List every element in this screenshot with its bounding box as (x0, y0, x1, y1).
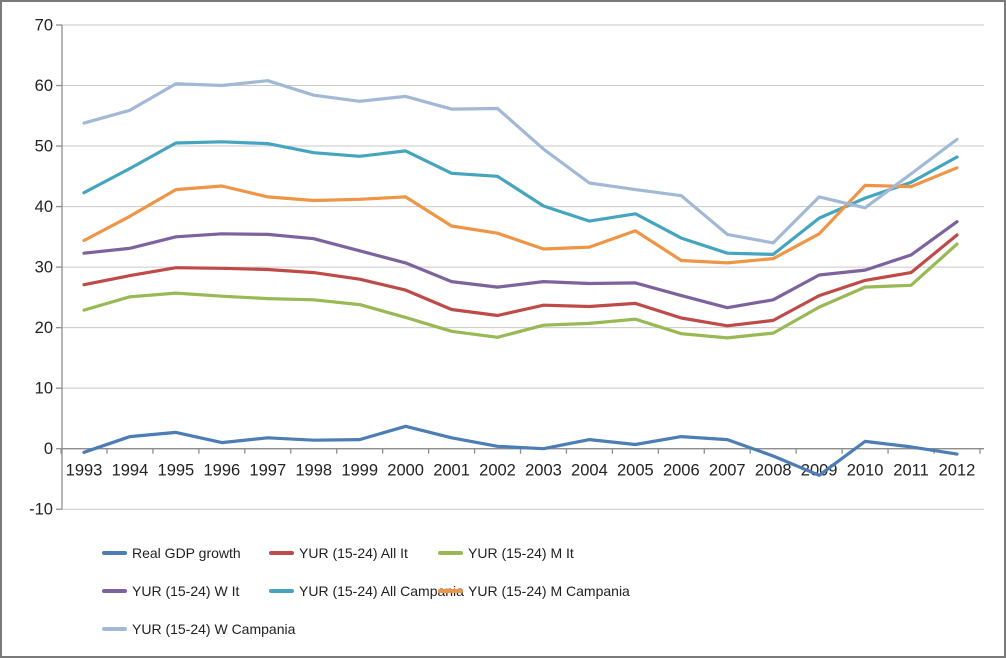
svg-text:2002: 2002 (479, 462, 516, 480)
legend-line-swatch-icon (269, 551, 294, 555)
legend-item-yur-15-24-m-it: YUR (15-24) M It (438, 543, 574, 563)
svg-text:1995: 1995 (158, 462, 195, 480)
legend-line-swatch-icon (102, 551, 127, 555)
svg-text:2007: 2007 (709, 462, 746, 480)
svg-text:2011: 2011 (893, 462, 928, 480)
svg-text:1993: 1993 (66, 462, 103, 480)
series-line-yur-15-24-all-campania (82, 140, 959, 256)
svg-text:2008: 2008 (755, 462, 792, 480)
svg-text:2010: 2010 (847, 462, 884, 480)
legend-label: YUR (15-24) M It (468, 545, 574, 561)
svg-text:2003: 2003 (525, 462, 562, 480)
svg-text:1998: 1998 (295, 462, 332, 480)
legend-line-swatch-icon (438, 551, 463, 555)
series-line-real-gdp-growth (82, 424, 959, 477)
legend-line-swatch-icon (102, 589, 127, 593)
legend-label: YUR (15-24) W It (132, 583, 240, 599)
y-tick-labels: -10 0 10 20 30 40 50 60 70 (29, 16, 53, 518)
legend-item-yur-15-24-m-campania: YUR (15-24) M Campania (438, 581, 630, 601)
svg-text:60: 60 (35, 77, 53, 95)
legend-label: YUR (15-24) All It (299, 545, 408, 561)
svg-text:2005: 2005 (617, 462, 654, 480)
legend-label: YUR (15-24) W Campania (132, 621, 296, 637)
series-line-yur-15-24-w-campania (82, 79, 959, 245)
svg-text:1999: 1999 (341, 462, 378, 480)
legend-line-swatch-icon (102, 627, 127, 631)
legend-label: YUR (15-24) M Campania (468, 583, 630, 599)
svg-text:50: 50 (35, 138, 53, 156)
x-tick-labels: 1993 1994 1995 1996 1997 1998 1999 2000 2001 2002… (66, 462, 976, 480)
series-line-yur-15-24-all-it (82, 233, 959, 328)
series-line-yur-15-24-w-it (82, 220, 959, 310)
legend-item-real-gdp-growth: Real GDP growth (102, 543, 241, 563)
svg-text:2012: 2012 (939, 462, 976, 480)
svg-text:1997: 1997 (249, 462, 286, 480)
legend-label: YUR (15-24) All Campania (299, 583, 464, 599)
legend-item-yur-15-24-all-campania: YUR (15-24) All Campania (269, 581, 464, 601)
series-line-yur-15-24-m-it (82, 242, 959, 340)
legend-label: Real GDP growth (132, 545, 241, 561)
series-line-yur-15-24-m-campania (82, 166, 959, 265)
svg-text:30: 30 (35, 259, 53, 277)
svg-text:2004: 2004 (571, 462, 608, 480)
svg-text:-10: -10 (29, 501, 53, 519)
svg-text:20: 20 (35, 319, 53, 337)
svg-text:70: 70 (35, 16, 53, 34)
svg-text:2000: 2000 (387, 462, 424, 480)
svg-text:2001: 2001 (433, 462, 470, 480)
svg-text:10: 10 (35, 380, 53, 398)
svg-text:2006: 2006 (663, 462, 700, 480)
legend-line-swatch-icon (269, 589, 294, 593)
svg-text:1994: 1994 (112, 462, 149, 480)
legend-item-yur-15-24-w-it: YUR (15-24) W It (102, 581, 239, 601)
svg-text:1996: 1996 (203, 462, 240, 480)
legend-line-swatch-icon (438, 589, 463, 593)
legend-item-yur-15-24-all-it: YUR (15-24) All It (269, 543, 408, 563)
legend-item-yur-15-24-w-campania: YUR (15-24) W Campania (102, 619, 295, 639)
svg-text:2009: 2009 (801, 462, 838, 480)
svg-text:40: 40 (35, 198, 53, 216)
svg-text:0: 0 (44, 440, 53, 458)
